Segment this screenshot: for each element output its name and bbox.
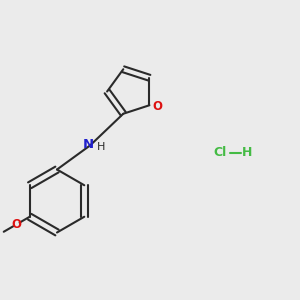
Text: H: H (97, 142, 106, 152)
Text: N: N (83, 138, 94, 151)
Text: O: O (152, 100, 162, 113)
Text: H: H (242, 146, 252, 160)
Text: Cl: Cl (214, 146, 227, 160)
Text: O: O (11, 218, 21, 231)
